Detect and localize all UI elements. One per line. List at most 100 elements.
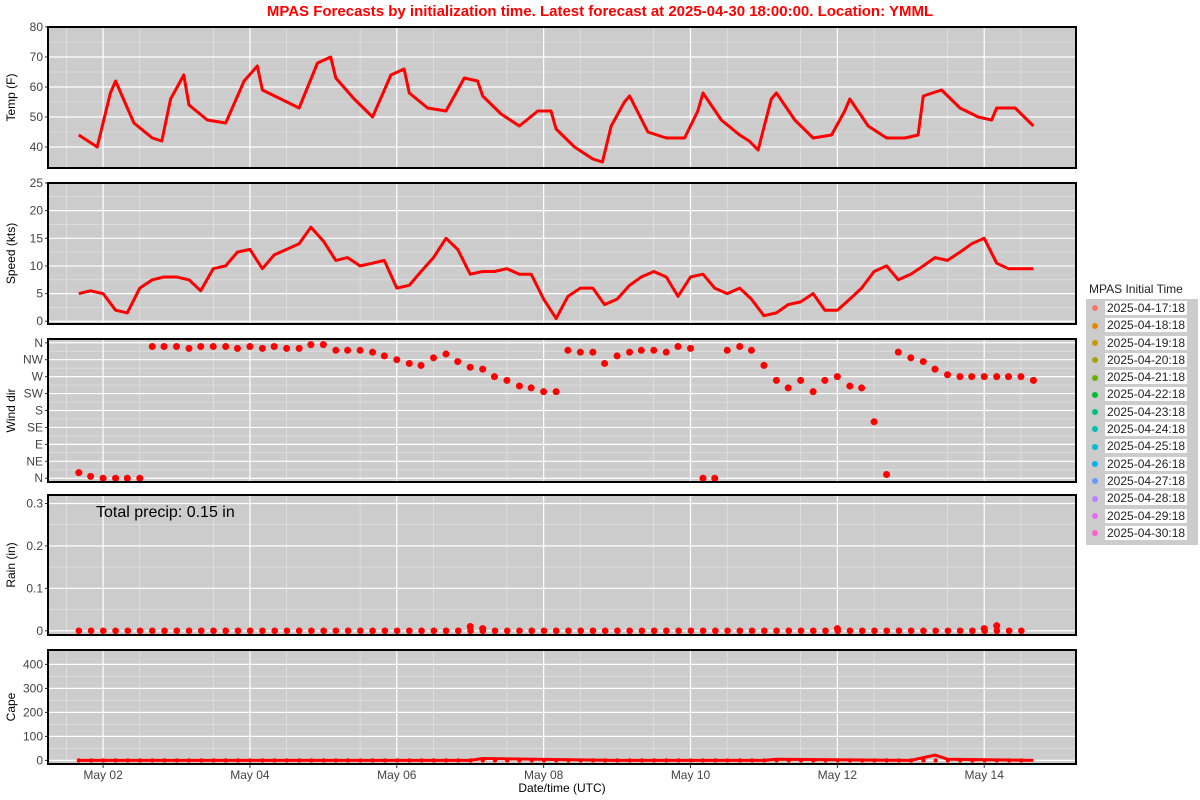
series-point-latest xyxy=(283,627,291,635)
y-tick-label: 300 xyxy=(23,681,43,695)
series-point-latest xyxy=(737,758,743,763)
series-point-latest xyxy=(442,627,450,635)
series-point-latest xyxy=(259,627,266,635)
y-tick-label: SW xyxy=(24,387,44,401)
x-tick-label: May 14 xyxy=(965,768,1005,782)
series-point-latest xyxy=(637,346,645,354)
y-tick-label: 0.3 xyxy=(26,496,43,510)
series-point-latest xyxy=(76,758,82,763)
series-point-latest xyxy=(823,758,828,763)
legend-swatch xyxy=(1092,409,1098,416)
legend-label: 2025-04-23:18 xyxy=(1105,404,1188,419)
legend-entry: 2025-04-18:18 xyxy=(1086,317,1198,334)
series-point-latest xyxy=(222,343,230,351)
panel-background xyxy=(48,27,1076,168)
series-point-latest xyxy=(356,346,364,354)
series-point-latest xyxy=(589,627,597,635)
y-tick-label: 20 xyxy=(30,204,44,218)
legend-label: 2025-04-25:18 xyxy=(1105,439,1188,454)
legend-swatch xyxy=(1092,305,1098,312)
series-point-latest xyxy=(933,758,938,763)
series-point-latest xyxy=(87,472,95,480)
series-point-latest xyxy=(393,627,401,635)
y-tick-label: 0 xyxy=(36,314,43,328)
series-point-latest xyxy=(333,758,339,763)
series-point-latest xyxy=(454,627,462,635)
series-point-latest xyxy=(234,627,242,635)
legend-entry: 2025-04-28:18 xyxy=(1086,490,1198,507)
series-point-latest xyxy=(150,758,155,763)
x-tick-label: May 08 xyxy=(524,768,564,782)
y-axis-label: Rain (in) xyxy=(4,542,18,587)
series-point-latest xyxy=(394,758,400,763)
series-point-latest xyxy=(271,627,278,635)
series-point-latest xyxy=(503,376,511,384)
y-tick-label: 0 xyxy=(36,624,43,638)
series-point-latest xyxy=(675,627,682,635)
series-point-latest xyxy=(1017,373,1025,381)
series-point-latest xyxy=(223,758,228,763)
series-point-latest xyxy=(821,376,829,384)
series-point-latest xyxy=(957,758,963,763)
y-tick-label: 200 xyxy=(23,705,43,719)
series-point-latest xyxy=(136,474,144,482)
series-point-latest xyxy=(467,627,474,635)
series-point-latest xyxy=(931,365,939,373)
legend-swatch xyxy=(1092,530,1098,537)
legend-entry: 2025-04-17:18 xyxy=(1086,300,1198,317)
series-point-latest xyxy=(700,758,706,763)
series-point-latest xyxy=(468,758,473,763)
series-point-latest xyxy=(932,627,939,635)
series-line-latest xyxy=(78,225,1034,320)
series-point-latest xyxy=(197,627,205,635)
series-point-latest xyxy=(969,627,976,635)
series-point-latest xyxy=(419,758,424,763)
series-point-latest xyxy=(847,758,853,763)
series-point-latest xyxy=(846,627,854,635)
y-tick-label: N xyxy=(34,336,43,350)
panel-background xyxy=(48,183,1076,324)
x-tick-label: May 12 xyxy=(818,768,858,782)
legend-swatch xyxy=(1092,478,1098,485)
series-point-latest xyxy=(601,627,609,635)
series-point-latest xyxy=(921,758,926,763)
series-point-latest xyxy=(699,474,707,482)
series-point-latest xyxy=(613,352,621,360)
series-point-latest xyxy=(515,382,523,390)
y-tick-label: 0.1 xyxy=(26,581,43,595)
series-point-latest xyxy=(944,371,951,379)
series-point-latest xyxy=(174,758,179,763)
series-point-latest xyxy=(872,758,877,763)
panel-frame xyxy=(47,182,1077,325)
series-point-latest xyxy=(222,627,230,635)
series-point-latest xyxy=(406,627,413,635)
series-point-latest xyxy=(601,359,609,367)
y-tick-label: 80 xyxy=(30,20,44,34)
series-point-latest xyxy=(894,348,902,356)
series-point-latest xyxy=(552,627,560,635)
series-point-latest xyxy=(370,758,375,763)
series-point-latest xyxy=(798,758,804,763)
x-axis-label: Date/time (UTC) xyxy=(518,781,605,795)
series-point-latest xyxy=(725,758,730,763)
panel-background xyxy=(48,495,1076,635)
series-point-latest xyxy=(982,758,987,763)
panel-3: 0 0.1 0.2 0.3 Rain (in) xyxy=(4,494,1077,638)
y-tick-label: 25 xyxy=(30,176,44,190)
series-point-latest xyxy=(993,373,1001,381)
series-point-latest xyxy=(907,627,915,635)
series-point-latest xyxy=(492,758,498,763)
series-point-latest xyxy=(552,388,560,396)
series-point-latest xyxy=(344,627,352,635)
series-point-latest xyxy=(258,344,266,352)
series-point-latest xyxy=(920,627,927,635)
series-point-latest xyxy=(113,758,118,763)
legend-entry: 2025-04-29:18 xyxy=(1086,508,1198,525)
legend-entry: 2025-04-26:18 xyxy=(1086,456,1198,473)
series-point-latest xyxy=(75,627,83,635)
series-point-latest xyxy=(136,627,144,635)
chart-title: MPAS Forecasts by initialization time. L… xyxy=(266,3,934,20)
y-axis-label: Speed (kts) xyxy=(4,223,18,284)
series-point-latest xyxy=(723,346,731,354)
series-point-latest xyxy=(870,418,878,426)
